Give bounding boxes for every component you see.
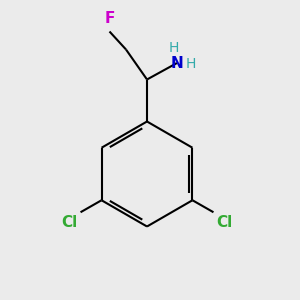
Text: F: F xyxy=(104,11,115,26)
Text: Cl: Cl xyxy=(61,215,77,230)
Text: H: H xyxy=(168,40,178,55)
Text: H: H xyxy=(185,58,196,71)
Text: N: N xyxy=(171,56,183,70)
Text: Cl: Cl xyxy=(217,215,233,230)
